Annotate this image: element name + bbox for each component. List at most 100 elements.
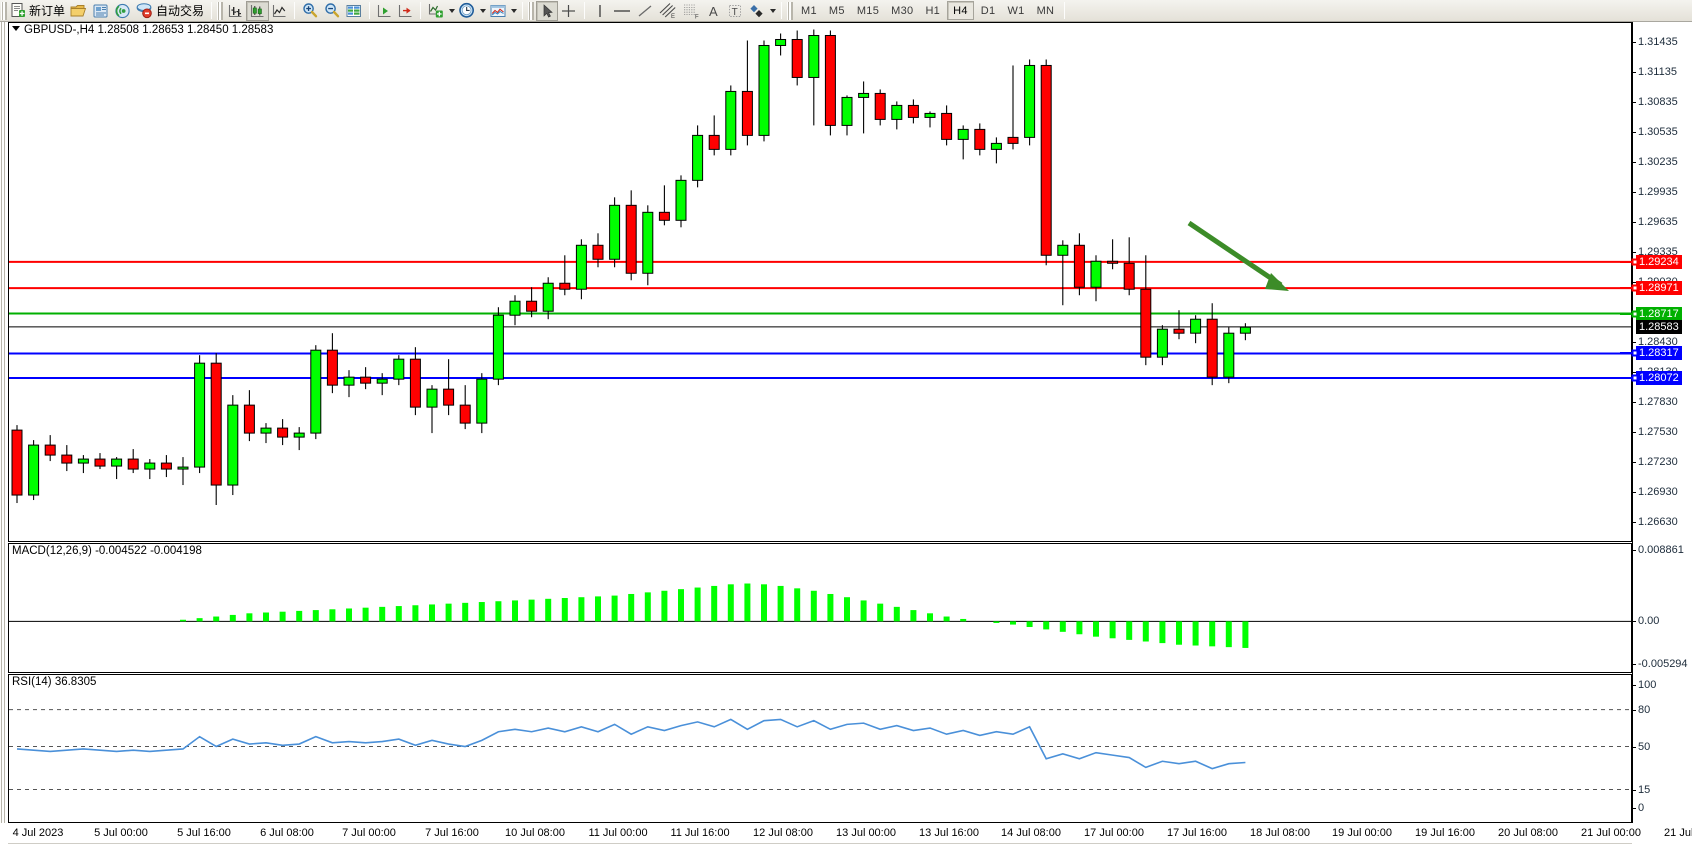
text-icon: A [707, 3, 722, 19]
level-drag-handle[interactable] [1631, 284, 1639, 292]
toolbar-grip-1[interactable] [1, 1, 7, 20]
candlestick-chart-button[interactable] [246, 0, 270, 21]
equidistant-channel-button[interactable]: E [656, 1, 680, 21]
equidistant-channel-icon: E [658, 2, 678, 19]
chart-menu-caret-icon[interactable] [12, 26, 20, 31]
shapes-button[interactable] [746, 1, 768, 21]
timeframe-m15[interactable]: M15 [856, 4, 880, 17]
axis-tick [1632, 550, 1636, 551]
line-chart-icon [271, 3, 288, 19]
timeframe-h4[interactable]: H4 [947, 1, 974, 20]
timeframe-mn[interactable]: MN [1036, 4, 1055, 17]
price-chip-target-line[interactable]: 1.28317 [1636, 346, 1682, 361]
macd-histogram-bar [495, 601, 502, 622]
folder-icon [70, 3, 88, 19]
timeframe-m5[interactable]: M5 [828, 4, 845, 17]
toolbar-grip-2[interactable] [217, 1, 224, 20]
toolbar-grip-4[interactable] [787, 1, 794, 20]
macd-histogram-bar [678, 589, 684, 622]
fibonacci-button[interactable]: F [680, 1, 704, 21]
macd-histogram-bar [545, 598, 552, 622]
candle [957, 125, 969, 160]
trend-arrow-annotation[interactable] [1187, 220, 1289, 291]
macd-histogram-bar [1126, 621, 1133, 640]
period-button[interactable] [456, 1, 478, 21]
price-axis-label: 1.29935 [1638, 185, 1678, 198]
time-axis-baseline [8, 843, 1632, 844]
macd-pane[interactable] [8, 543, 1632, 673]
candle [824, 30, 836, 136]
add-indicator-button[interactable] [425, 1, 447, 21]
crosshair-button[interactable] [558, 1, 580, 21]
price-chip-support-line[interactable]: 1.28717 [1636, 306, 1682, 321]
text-label-button[interactable]: T [725, 1, 746, 21]
candle [1223, 327, 1235, 384]
macd-histogram-bar [943, 616, 950, 622]
auto-scroll-button[interactable] [374, 1, 395, 21]
timeframe-m1[interactable]: M1 [801, 4, 817, 17]
vertical-line-button[interactable] [589, 1, 610, 21]
folder-button[interactable] [68, 1, 90, 21]
timeframe-d1[interactable]: D1 [980, 4, 996, 17]
candle [443, 359, 455, 416]
price-axis-label: 1.31135 [1638, 65, 1677, 78]
zoom-in-button[interactable] [299, 1, 321, 21]
toolbar-separator-8 [1064, 2, 1066, 19]
macd-histogram-bar [462, 602, 469, 622]
cursor-button[interactable] [536, 0, 559, 21]
horizontal-line-button[interactable] [610, 1, 634, 21]
svg-text:E: E [671, 14, 675, 19]
templates-dropdown-arrow[interactable] [509, 2, 518, 20]
news-button[interactable] [90, 1, 112, 21]
bar-chart-button[interactable] [225, 1, 246, 21]
axis-tick [1632, 808, 1636, 809]
chart-shift-icon [397, 3, 414, 19]
timeframe-w1[interactable]: W1 [1007, 4, 1025, 17]
text-button[interactable]: A [704, 1, 725, 21]
price-scale-axis[interactable]: 1.31435 1.31135 1.30835 1.30535 1.30235 1.299… [1620, 22, 1692, 823]
auto-trading-button[interactable]: 自动交易 [134, 1, 207, 21]
trendline-button[interactable] [634, 1, 656, 21]
period-dropdown-arrow[interactable] [478, 2, 487, 20]
shapes-dropdown-arrow[interactable] [768, 2, 777, 20]
axis-tick [1632, 402, 1636, 404]
chart-shift-button[interactable] [395, 1, 416, 21]
time-axis-label: 13 Jul 00:00 [836, 827, 896, 839]
price-chart-pane[interactable] [8, 22, 1632, 542]
timeframe-h1[interactable]: H1 [925, 4, 941, 17]
price-chip-resistance-line[interactable]: 1.28971 [1636, 281, 1682, 296]
candlestick-chart-icon [249, 3, 266, 19]
time-scale-axis[interactable]: 4 Jul 2023 5 Jul 00:00 5 Jul 16:00 6 Jul 08… [8, 825, 1692, 845]
level-drag-handle[interactable] [1631, 349, 1639, 357]
candle [609, 197, 621, 268]
signals-button[interactable] [112, 1, 134, 21]
toolbar-separator-2 [294, 2, 296, 19]
templates-button[interactable] [487, 1, 509, 21]
price-chip-current-price[interactable]: 1.28583 [1636, 319, 1682, 334]
fibonacci-icon: F [682, 2, 702, 19]
svg-text:T: T [732, 7, 738, 18]
level-drag-handle[interactable] [1631, 258, 1639, 266]
timeframe-m30[interactable]: M30 [891, 4, 914, 17]
axis-tick [1632, 789, 1636, 791]
candle [1090, 255, 1102, 302]
level-drag-handle[interactable] [1631, 310, 1639, 318]
line-chart-button[interactable] [269, 1, 290, 21]
price-chip-target-line[interactable]: 1.28072 [1636, 370, 1682, 385]
axis-tick [1632, 432, 1636, 434]
level-drag-handle[interactable] [1631, 374, 1639, 382]
price-chip-resistance-line[interactable]: 1.29234 [1636, 254, 1682, 269]
add-indicator-dropdown-arrow[interactable] [447, 2, 456, 20]
candle [1073, 233, 1085, 296]
data-window-button[interactable] [343, 1, 365, 21]
candle [1123, 237, 1135, 296]
zoom-out-button[interactable] [321, 1, 343, 21]
time-axis-label: 5 Jul 16:00 [177, 827, 231, 839]
rsi-pane[interactable] [8, 674, 1632, 823]
toolbar-grip-3[interactable] [528, 1, 535, 20]
new-order-button[interactable]: 新订单 [9, 1, 68, 21]
macd-histogram-bar [1242, 621, 1249, 648]
time-axis-label: 17 Jul 00:00 [1084, 827, 1144, 839]
macd-histogram-bar [827, 593, 834, 622]
chart-left-grip[interactable] [0, 22, 6, 823]
